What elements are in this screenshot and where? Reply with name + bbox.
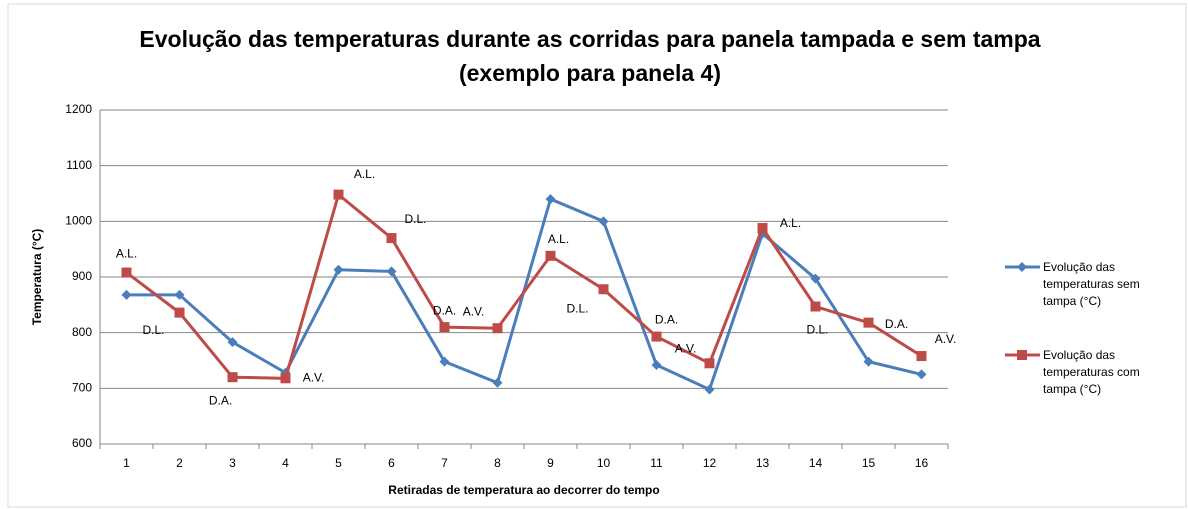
point: [704, 384, 715, 395]
point: [810, 301, 821, 312]
point: [863, 356, 874, 367]
point-label: A.V.: [303, 370, 325, 384]
point-label: D.A.: [885, 317, 908, 331]
point: [757, 223, 768, 234]
point-label: A.L.: [548, 232, 569, 246]
point: [704, 358, 715, 369]
y-tick-label: 1200: [65, 102, 92, 116]
x-tick-label: 9: [547, 456, 554, 470]
x-tick-label: 3: [229, 456, 236, 470]
point: [386, 233, 397, 244]
point: [651, 359, 662, 370]
point: [810, 273, 821, 284]
x-axis-title: Retiradas de temperatura ao decorrer do …: [388, 483, 659, 497]
point: [227, 372, 238, 383]
chart-title: Evolução das temperaturas durante as cor…: [139, 26, 1041, 86]
series-line: [125, 193, 923, 380]
point: [174, 289, 185, 300]
point: [280, 373, 291, 384]
point-label: D.L.: [806, 323, 828, 337]
point: [598, 216, 609, 227]
x-tick-label: 1: [123, 456, 130, 470]
point-label: D.L.: [566, 301, 588, 315]
point: [545, 194, 556, 205]
point-label: D.A.: [209, 393, 232, 407]
x-tick-label: 7: [441, 456, 448, 470]
point-label: D.L.: [142, 323, 164, 337]
x-tick-label: 8: [494, 456, 501, 470]
point-label: D.A.: [433, 303, 456, 317]
point-label: D.A.: [655, 313, 678, 327]
x-tick-label: 16: [915, 456, 929, 470]
point: [333, 264, 344, 275]
point: [386, 266, 397, 277]
point-label: D.L.: [404, 212, 426, 226]
point: [333, 189, 344, 200]
x-tick-label: 15: [862, 456, 876, 470]
point-label: A.V.: [463, 304, 485, 318]
point: [916, 351, 927, 362]
point: [439, 322, 450, 333]
x-tick-label: 14: [809, 456, 823, 470]
point: [916, 369, 927, 380]
x-tick-label: 4: [282, 456, 289, 470]
point: [121, 267, 132, 278]
y-tick-label: 800: [72, 325, 92, 339]
point: [598, 284, 609, 295]
point: [174, 307, 185, 318]
x-tick-label: 11: [650, 456, 663, 470]
x-tick-label: 10: [597, 456, 611, 470]
x-tick-label: 12: [703, 456, 717, 470]
point: [863, 317, 874, 328]
point: [227, 337, 238, 348]
x-tick-label: 6: [388, 456, 395, 470]
legend-label: Evolução das temperaturas sem tampa (°C): [1043, 260, 1140, 308]
x-tick-label: 13: [756, 456, 770, 470]
y-axis-title: Temperatura (°C): [30, 229, 44, 326]
y-tick-label: 600: [72, 436, 92, 450]
point-label: A.L.: [780, 216, 801, 230]
point-label: A.L.: [354, 167, 375, 181]
point: [1017, 350, 1027, 360]
point: [492, 377, 503, 388]
point: [1017, 262, 1027, 272]
legend-label: Evolução das temperaturas com tampa (°C): [1043, 348, 1140, 396]
point: [492, 323, 503, 334]
point: [121, 289, 132, 300]
point: [651, 331, 662, 342]
y-tick-label: 1000: [65, 214, 92, 228]
x-tick-label: 2: [176, 456, 183, 470]
y-tick-label: 900: [72, 269, 92, 283]
y-tick-label: 1100: [66, 158, 92, 172]
point: [545, 250, 556, 261]
x-tick-label: 5: [335, 456, 342, 470]
y-tick-label: 700: [72, 381, 92, 395]
point-label: A.L.: [116, 247, 137, 261]
point-label: A.V.: [675, 341, 697, 355]
point-label: A.V.: [935, 332, 957, 346]
chart-border: [7, 3, 1187, 508]
point: [439, 356, 450, 367]
